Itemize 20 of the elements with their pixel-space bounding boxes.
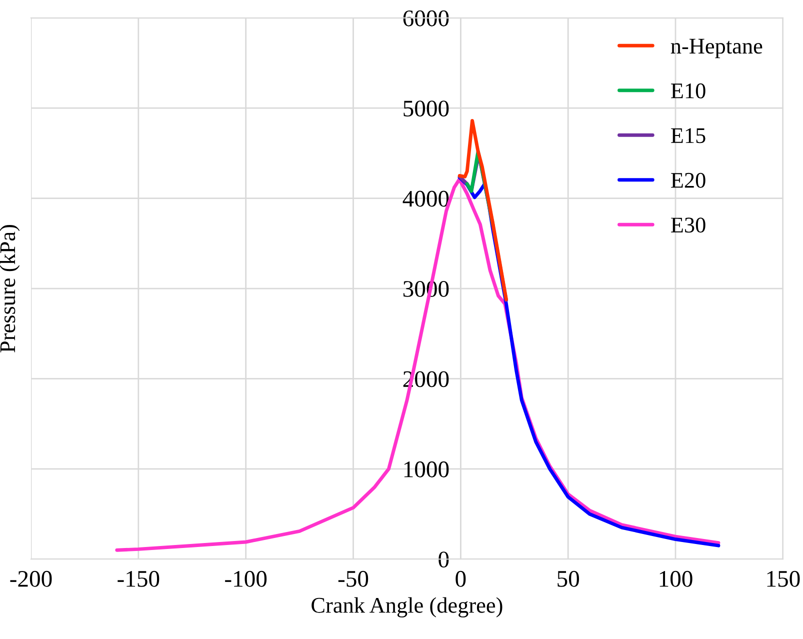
x-tick-label: 100 [660,570,692,587]
x-tick-label: -100 [225,570,267,587]
x-tick-label: -50 [338,570,368,587]
y-axis-title: Pressure (kPa) [0,224,20,352]
y-tick-label: 0 [438,552,449,568]
y-tick-label: 1000 [404,461,449,478]
y-tick-label: 4000 [402,190,449,207]
x-tick-label: -200 [10,570,52,587]
x-tick-label: 50 [558,570,579,587]
x-tick-label: 150 [767,570,800,587]
x-tick-label: -150 [118,570,160,587]
line-series [458,118,508,302]
x-tick-label: 0 [456,570,466,587]
legend-label: E15 [671,128,706,144]
legend-label: E30 [671,218,706,233]
y-tick-label: 5000 [404,100,449,117]
legend-label: n-Heptane [670,38,762,58]
legend-label: E10 [671,83,706,98]
x-axis-title: Crank Angle (degree) [312,597,502,618]
legend-label: E20 [671,172,706,188]
